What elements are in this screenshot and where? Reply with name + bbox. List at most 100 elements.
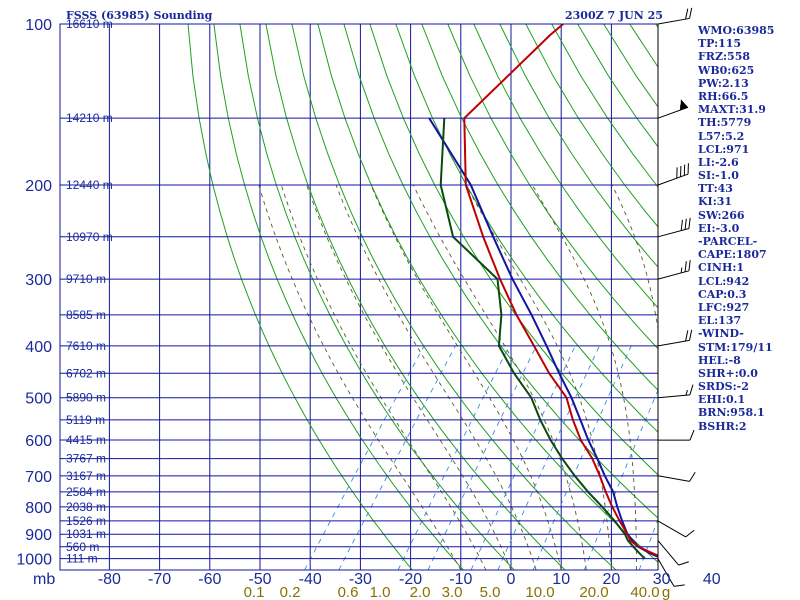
- wind-barb-flag: [680, 219, 683, 231]
- wind-barb-flag: [683, 164, 686, 176]
- mixing-ratio-label: 2.0: [410, 584, 431, 600]
- height-label: 3767 m: [66, 452, 106, 466]
- temperature-label: -40: [299, 571, 322, 588]
- wind-barb-staff: [657, 228, 690, 238]
- mixing-ratio-line: [427, 345, 537, 570]
- wind-barb: [657, 99, 689, 119]
- moist-adiabat: [465, 184, 612, 570]
- height-label: 7610 m: [66, 339, 106, 353]
- index-item: -PARCEL-: [698, 235, 758, 248]
- wind-barb-flag: [685, 8, 689, 20]
- dry-adiabat: [369, 24, 658, 476]
- index-item: CINH:1: [698, 261, 745, 275]
- height-label: 560 m: [66, 540, 99, 554]
- temperature-label: 20: [603, 571, 621, 588]
- index-item: EHI:0.1: [698, 393, 746, 407]
- dry-adiabat: [447, 24, 658, 350]
- dry-adiabat: [213, 24, 464, 570]
- height-label: 5890 m: [66, 391, 106, 405]
- wind-barb-flag: [689, 471, 696, 482]
- index-item: MAXT:31.9: [698, 103, 766, 117]
- index-item: SI:-1.0: [698, 169, 739, 183]
- mixing-ratio-label: 10.0: [525, 584, 554, 600]
- moist-adiabat: [531, 184, 637, 570]
- mixing-ratio-line: [397, 345, 510, 570]
- wind-barb-staff: [657, 106, 689, 119]
- temperature-label: -20: [399, 571, 422, 588]
- wind-barb-staff: [657, 270, 690, 280]
- mixing-ratio-line: [532, 345, 632, 570]
- index-item: KI:31: [698, 195, 733, 209]
- wind-barb-staff: [657, 394, 690, 399]
- wind-barb: [657, 540, 689, 566]
- dry-adiabat: [291, 24, 617, 570]
- index-item: FRZ:558: [698, 50, 751, 64]
- pressure-label: 1000: [16, 552, 52, 569]
- index-item: SW:266: [698, 208, 745, 222]
- wind-barb: [657, 260, 691, 280]
- mixing-ratio-label: 40.0: [630, 584, 659, 600]
- index-item: SRDS:-2: [698, 380, 749, 394]
- height-label: 2584 m: [66, 485, 106, 499]
- observation-time: 2300Z 7 JUN 25: [565, 9, 663, 22]
- temperature-label: -60: [198, 571, 221, 588]
- temperature-label: 40: [703, 571, 721, 588]
- height-label: 3167 m: [66, 469, 106, 483]
- wind-barb: [658, 429, 695, 441]
- wind-barb-flag: [676, 167, 678, 179]
- index-item: BRN:958.1: [698, 406, 765, 420]
- pressure-label: 300: [25, 272, 52, 289]
- wind-barb-flag: [689, 329, 693, 341]
- height-label: 4415 m: [66, 433, 106, 447]
- mixing-ratio-label: 0.2: [280, 584, 301, 600]
- wind-barb: [657, 7, 693, 25]
- mixing-ratio-label: 3.0: [442, 584, 463, 600]
- pressure-label: 600: [25, 433, 52, 450]
- temperature-label: -70: [148, 571, 171, 588]
- mixing-ratio-label: 0.6: [338, 584, 359, 600]
- mixing-ratio-line: [304, 345, 425, 570]
- pressure-label: 200: [25, 178, 52, 195]
- index-item: EI:-3.0: [698, 221, 740, 235]
- wind-barb: [657, 558, 685, 587]
- moist-adiabat: [306, 184, 512, 570]
- index-item: BSHR:2: [698, 419, 747, 433]
- wind-barb-flag: [685, 529, 695, 538]
- pressure-unit-label: mb: [33, 571, 55, 588]
- index-item: LFC:927: [698, 300, 750, 314]
- dry-adiabat: [187, 24, 413, 570]
- height-label: 8585 m: [66, 308, 106, 322]
- height-label: 14210 m: [66, 111, 113, 125]
- height-label: 9710 m: [66, 272, 106, 286]
- temperature-label: 30: [653, 571, 671, 588]
- wind-barb-halfflag: [680, 267, 683, 273]
- dry-adiabat: [239, 24, 515, 570]
- wind-barb-flag: [689, 384, 694, 396]
- plot-frame: [59, 23, 659, 571]
- index-item: WMO:63985: [698, 24, 775, 37]
- pressure-label: 900: [25, 527, 52, 544]
- height-label: 5119 m: [66, 413, 105, 427]
- wind-barb-flag: [673, 584, 685, 587]
- temperature-line: [463, 24, 658, 557]
- index-item: EL:137: [698, 314, 742, 328]
- mixing-ratio-label: 1.0: [370, 584, 391, 600]
- index-item: TP:115: [698, 37, 742, 51]
- wind-barb-flag: [688, 260, 691, 271]
- wind-barb-pennant: [680, 99, 689, 110]
- dry-adiabat: [317, 24, 658, 563]
- wind-barb-flag: [687, 163, 689, 175]
- mixing-ratio-label: 0.1: [244, 584, 265, 600]
- moist-adiabat: [258, 184, 462, 570]
- dry-adiabat: [421, 24, 658, 391]
- pressure-label: 800: [25, 500, 52, 517]
- index-item: CAP:0.3: [698, 287, 747, 301]
- mixing-ratio-line: [470, 345, 576, 570]
- dewpoint-line: [439, 118, 646, 560]
- mixing-ratio-label: 5.0: [480, 584, 501, 600]
- dry-adiabat: [265, 24, 566, 570]
- wind-barb-flag: [678, 561, 689, 566]
- mixing-ratio-line: [497, 345, 600, 570]
- wind-barb-flag: [685, 330, 689, 342]
- wind-barb-staff: [657, 475, 690, 482]
